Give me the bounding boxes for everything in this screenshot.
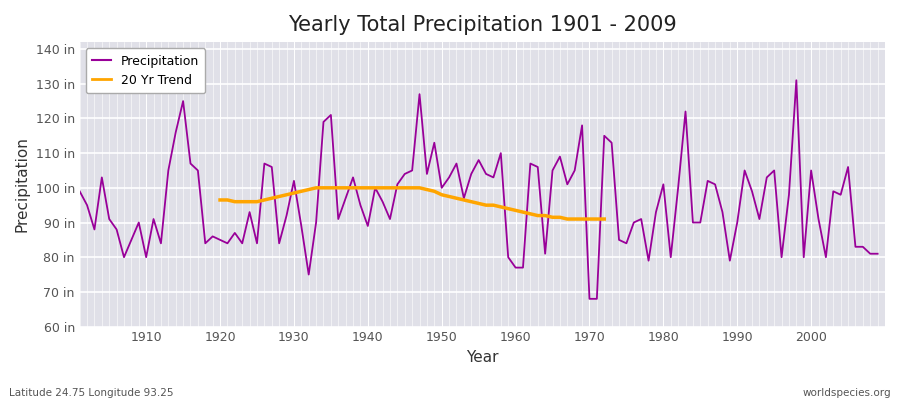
Text: worldspecies.org: worldspecies.org <box>803 388 891 398</box>
Text: Latitude 24.75 Longitude 93.25: Latitude 24.75 Longitude 93.25 <box>9 388 174 398</box>
Legend: Precipitation, 20 Yr Trend: Precipitation, 20 Yr Trend <box>86 48 205 93</box>
Y-axis label: Precipitation: Precipitation <box>15 136 30 232</box>
X-axis label: Year: Year <box>466 350 499 365</box>
Title: Yearly Total Precipitation 1901 - 2009: Yearly Total Precipitation 1901 - 2009 <box>288 15 677 35</box>
